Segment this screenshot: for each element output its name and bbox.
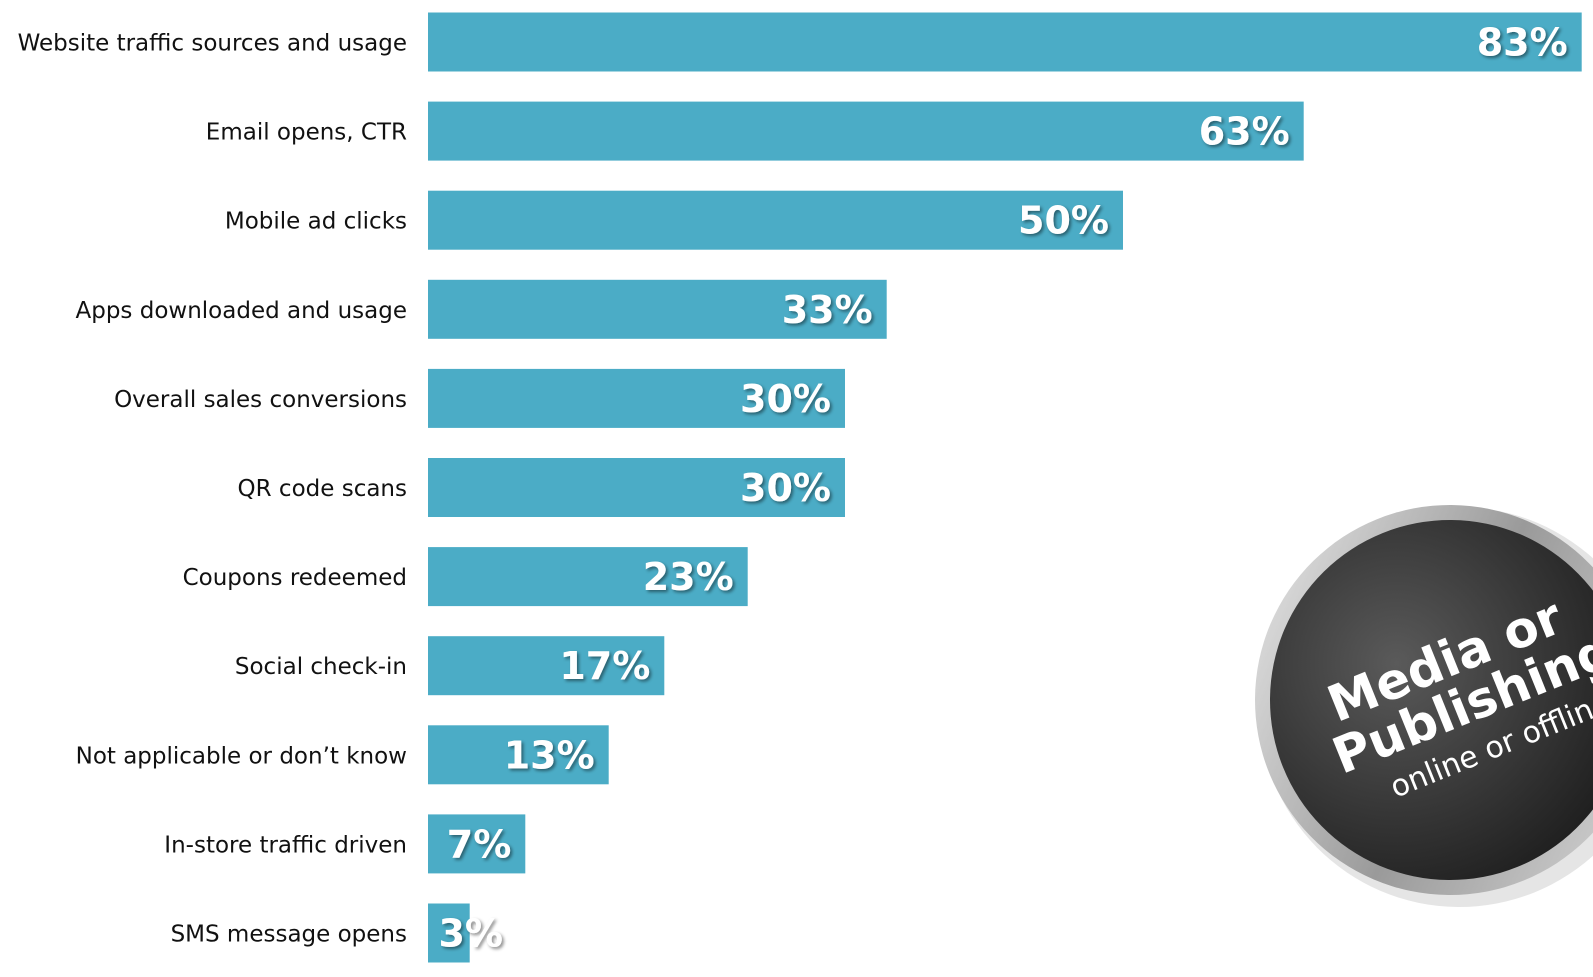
value-label: 63%	[1199, 110, 1290, 154]
value-label: 83%	[1477, 21, 1568, 65]
bar	[428, 903, 470, 963]
bar	[428, 814, 526, 874]
y-tick-label: Website traffic sources and usage	[18, 31, 407, 57]
bar	[428, 368, 845, 428]
value-label: 33%	[782, 288, 873, 332]
bar	[428, 458, 845, 517]
value-label: 3%	[438, 912, 503, 956]
bar	[428, 279, 887, 339]
bar	[428, 190, 1123, 250]
y-tick-label: Overall sales conversions	[114, 387, 407, 413]
y-tick-label: Apps downloaded and usage	[76, 298, 408, 324]
value-label: 7%	[447, 822, 512, 866]
y-tick-label: In-store traffic driven	[164, 832, 407, 858]
bar	[428, 101, 1304, 161]
y-tick-label: Social check-in	[235, 654, 407, 680]
value-label: 30%	[740, 466, 831, 510]
value-label: 50%	[1018, 199, 1109, 243]
y-tick-label: Email opens, CTR	[206, 120, 407, 146]
value-label: 13%	[504, 733, 595, 777]
y-tick-label: Not applicable or don’t know	[76, 743, 407, 769]
bar	[428, 725, 609, 785]
bar	[428, 547, 748, 607]
sticker: Media or Publishing online or offline	[1255, 505, 1593, 908]
y-tick-label: Mobile ad clicks	[225, 209, 407, 235]
value-label: 23%	[643, 555, 734, 599]
y-tick-label: Coupons redeemed	[183, 565, 407, 591]
y-tick-label: SMS message opens	[171, 922, 407, 948]
value-label: 30%	[740, 377, 831, 421]
bar	[428, 636, 665, 696]
y-tick-label: QR code scans	[238, 476, 407, 502]
value-label: 17%	[559, 644, 650, 688]
bar	[428, 12, 1582, 72]
